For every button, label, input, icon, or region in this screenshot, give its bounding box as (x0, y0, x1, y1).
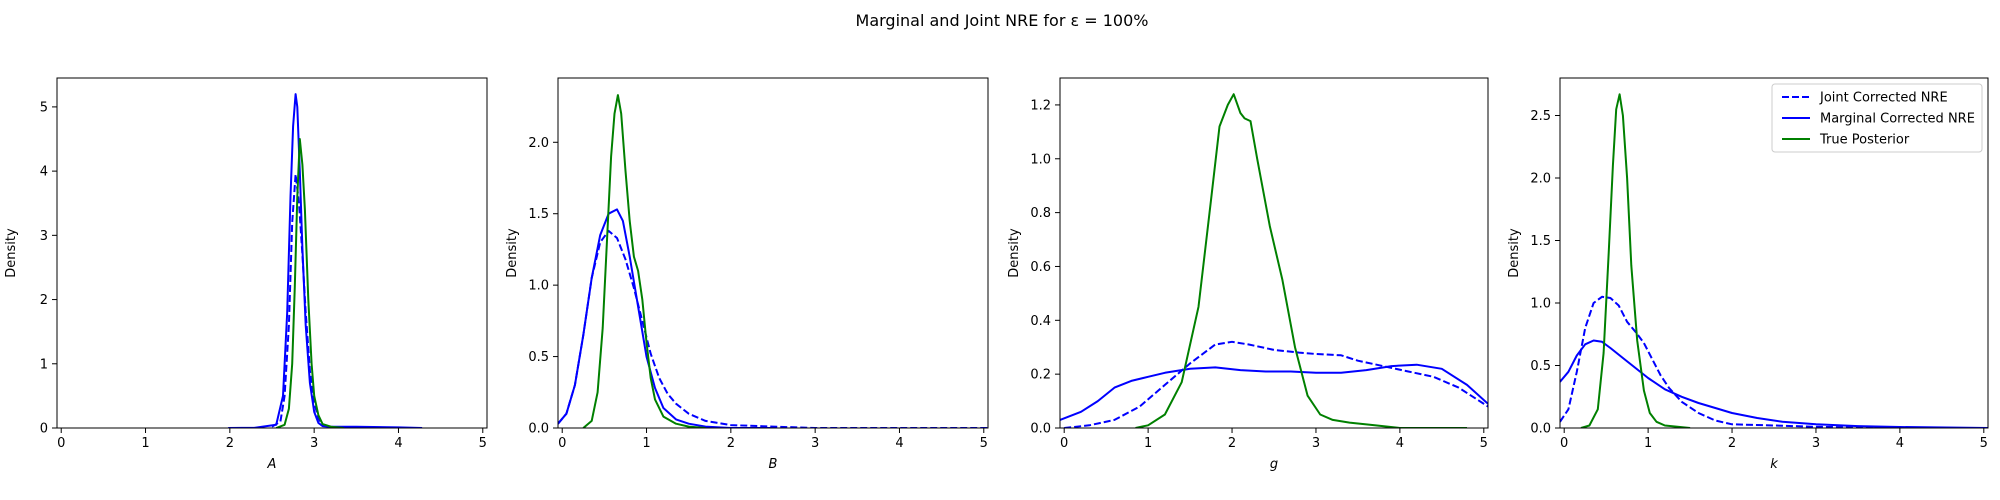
y-tick-label: 1.0 (528, 279, 549, 294)
x-tick-label: 1 (141, 436, 149, 451)
y-tick-label: 0.6 (1030, 260, 1051, 275)
x-tick-label: 3 (1312, 436, 1320, 451)
y-axis-label: Density (1007, 228, 1022, 278)
y-tick-label: 2.0 (1530, 172, 1551, 187)
series-group (1060, 93, 1488, 428)
y-tick-label: 3 (40, 229, 48, 244)
axes-frame (1559, 77, 1989, 429)
legend-label: Marginal Corrected NRE (1820, 112, 1975, 127)
y-tick-label: 2.0 (528, 136, 549, 151)
y-tick-label: 1.5 (528, 207, 549, 222)
y-tick-label: 0.5 (1530, 359, 1551, 374)
x-tick-label: 0 (1060, 436, 1068, 451)
x-tick-label: 0 (57, 436, 65, 451)
axes-frame (1059, 77, 1489, 429)
series-line-joint-corrected-nre (1064, 340, 1488, 428)
x-tick-label: 4 (1396, 436, 1404, 451)
x-tick-label: 3 (811, 436, 819, 451)
legend-label: Joint Corrected NRE (1819, 91, 1948, 106)
x-tick-label: 5 (479, 436, 487, 451)
panels: 0 1 2 3 4 5 0 1 2 3 4 5 A Density 0 1 2 3 4 5 0.0 0.5 1.0 1.5 2.… (4, 77, 1989, 472)
panel-k: 0 1 2 3 4 5 0.0 0.5 1.0 1.5 2.0 2.5 k Density (1507, 77, 1989, 472)
y-tick-label: 0.8 (1030, 206, 1051, 221)
y-tick-label: 2.5 (1530, 109, 1551, 124)
x-tick-label: 1 (1644, 436, 1652, 451)
y-tick-label: 0.0 (1530, 422, 1551, 437)
series-line-true-posterior (275, 138, 344, 428)
panel-A: 0 1 2 3 4 5 0 1 2 3 4 5 A Density (4, 77, 488, 472)
series-line-marginal-corrected-nre (558, 208, 773, 428)
x-tick-label: 0 (1560, 436, 1568, 451)
x-axis-label: B (769, 457, 778, 472)
legend-box (1771, 83, 1983, 153)
series-group (558, 94, 988, 428)
y-tick-label: 1.2 (1030, 98, 1051, 113)
x-tick-label: 4 (895, 436, 903, 451)
series-line-true-posterior (1580, 93, 1691, 428)
x-tick-label: 4 (394, 436, 402, 451)
series-line-marginal-corrected-nre (1060, 363, 1488, 421)
x-tick-label: 5 (980, 436, 988, 451)
panel-B: 0 1 2 3 4 5 0.0 0.5 1.0 1.5 2.0 B Density (505, 77, 989, 472)
x-tick-label: 1 (642, 436, 650, 451)
x-tick-label: 1 (1144, 436, 1152, 451)
x-tick-label: 0 (558, 436, 566, 451)
y-tick-label: 1.0 (1030, 152, 1051, 167)
series-group (228, 93, 423, 428)
y-tick-label: 2 (40, 293, 48, 308)
series-group (1560, 93, 1988, 428)
series-line-joint-corrected-nre (1560, 295, 1988, 428)
series-line-true-posterior (1135, 93, 1467, 428)
y-tick-label: 1 (40, 357, 48, 372)
y-tick-label: 1.5 (1530, 234, 1551, 249)
x-axis-label: k (1770, 457, 1778, 472)
y-axis-label: Density (1507, 228, 1522, 278)
y-tick-label: 0 (40, 422, 48, 437)
series-line-marginal-corrected-nre (1560, 339, 1988, 428)
y-tick-label: 1.0 (1530, 297, 1551, 312)
y-tick-label: 0.0 (1030, 422, 1051, 437)
series-line-true-posterior (582, 94, 706, 428)
axes-frame (557, 77, 989, 429)
x-tick-label: 3 (310, 436, 318, 451)
y-tick-label: 0.5 (528, 350, 549, 365)
legend-label: True Posterior (1819, 133, 1910, 148)
x-axis-label: g (1270, 457, 1278, 472)
y-tick-label: 4 (40, 165, 48, 180)
x-tick-label: 5 (1980, 436, 1988, 451)
x-tick-label: 5 (1480, 436, 1488, 451)
y-tick-label: 0.2 (1030, 368, 1051, 383)
panel-g: 0 1 2 3 4 5 0.0 0.2 0.4 0.6 0.8 1.0 1.2 g Density (1007, 77, 1489, 472)
x-tick-label: 2 (226, 436, 234, 451)
x-tick-label: 2 (1728, 436, 1736, 451)
x-tick-label: 3 (1812, 436, 1820, 451)
x-tick-label: 2 (727, 436, 735, 451)
y-axis-label: Density (505, 228, 520, 278)
figure-title: Marginal and Joint NRE for ε = 100% (856, 11, 1149, 30)
y-tick-label: 5 (40, 100, 48, 115)
x-tick-label: 2 (1228, 436, 1236, 451)
x-axis-label: A (267, 457, 277, 472)
y-tick-label: 0.4 (1030, 314, 1051, 329)
y-tick-label: 0.0 (528, 422, 549, 437)
series-line-marginal-corrected-nre (228, 93, 423, 428)
series-line-joint-corrected-nre (558, 229, 988, 428)
x-tick-label: 4 (1896, 436, 1904, 451)
y-axis-label: Density (4, 228, 19, 278)
legend: Joint Corrected NRE Marginal Corrected NR… (1771, 83, 1983, 153)
axes-frame (56, 77, 488, 429)
